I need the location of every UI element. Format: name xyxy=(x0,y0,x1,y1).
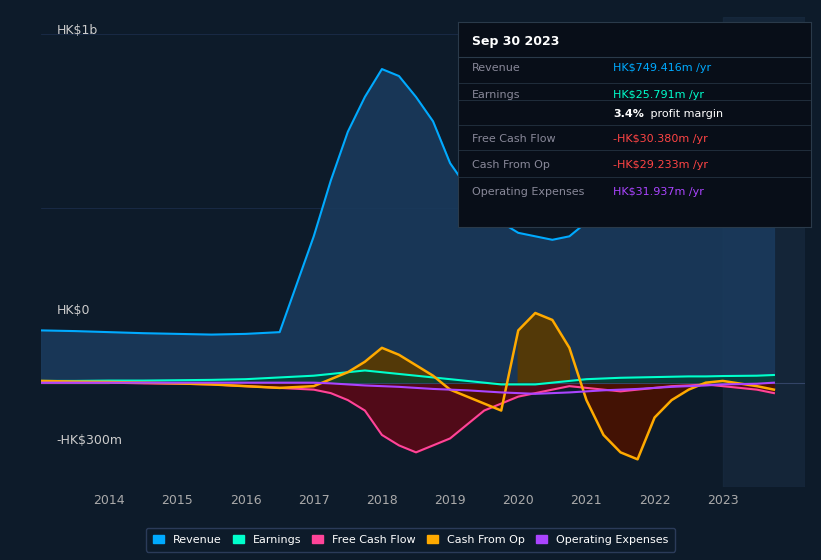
Text: profit margin: profit margin xyxy=(647,109,723,119)
Text: Operating Expenses: Operating Expenses xyxy=(472,187,585,197)
Text: -HK$29.233m /yr: -HK$29.233m /yr xyxy=(613,160,709,170)
Text: -HK$300m: -HK$300m xyxy=(57,433,122,447)
Text: HK$31.937m /yr: HK$31.937m /yr xyxy=(613,187,704,197)
Text: Cash From Op: Cash From Op xyxy=(472,160,550,170)
Text: Sep 30 2023: Sep 30 2023 xyxy=(472,35,560,48)
Text: HK$25.791m /yr: HK$25.791m /yr xyxy=(613,90,704,100)
Text: HK$0: HK$0 xyxy=(57,304,89,318)
Text: Earnings: Earnings xyxy=(472,90,521,100)
Text: HK$1b: HK$1b xyxy=(57,24,98,37)
Text: Revenue: Revenue xyxy=(472,63,521,73)
Text: Free Cash Flow: Free Cash Flow xyxy=(472,134,556,144)
Legend: Revenue, Earnings, Free Cash Flow, Cash From Op, Operating Expenses: Revenue, Earnings, Free Cash Flow, Cash … xyxy=(146,528,675,552)
Text: -HK$30.380m /yr: -HK$30.380m /yr xyxy=(613,134,709,144)
Text: HK$749.416m /yr: HK$749.416m /yr xyxy=(613,63,712,73)
Text: 3.4%: 3.4% xyxy=(613,109,644,119)
Bar xyxy=(722,17,805,487)
